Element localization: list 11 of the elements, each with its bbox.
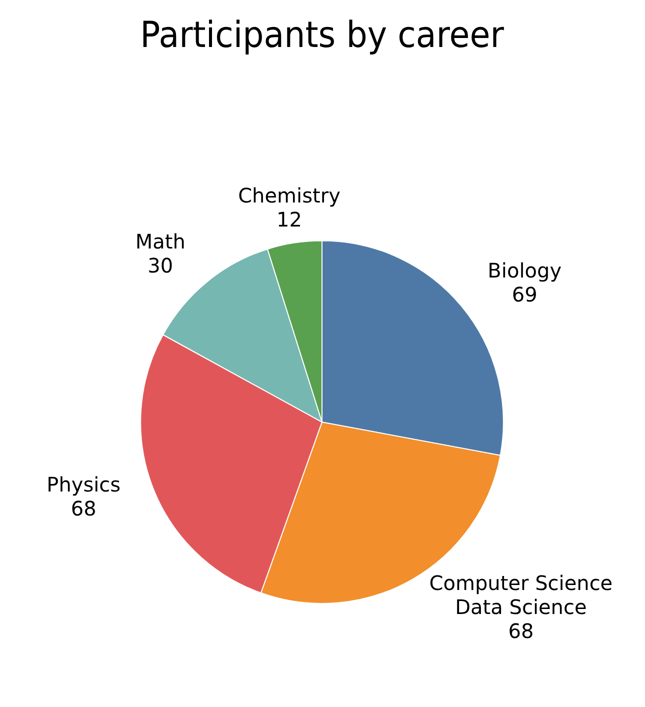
data-label: 68: [70, 496, 96, 521]
data-label: 12: [276, 207, 302, 232]
slice-label: Physics: [46, 472, 121, 497]
chart-title: Participants by career: [140, 14, 505, 56]
slice-label: Math: [135, 230, 186, 254]
slice-label: Biology: [488, 258, 562, 283]
data-label: 68: [508, 619, 534, 644]
data-label: 69: [512, 282, 538, 307]
slice-label: Computer Science Data Science: [429, 571, 613, 620]
slice-label: Chemistry: [238, 183, 341, 208]
data-label: 30: [148, 254, 174, 278]
